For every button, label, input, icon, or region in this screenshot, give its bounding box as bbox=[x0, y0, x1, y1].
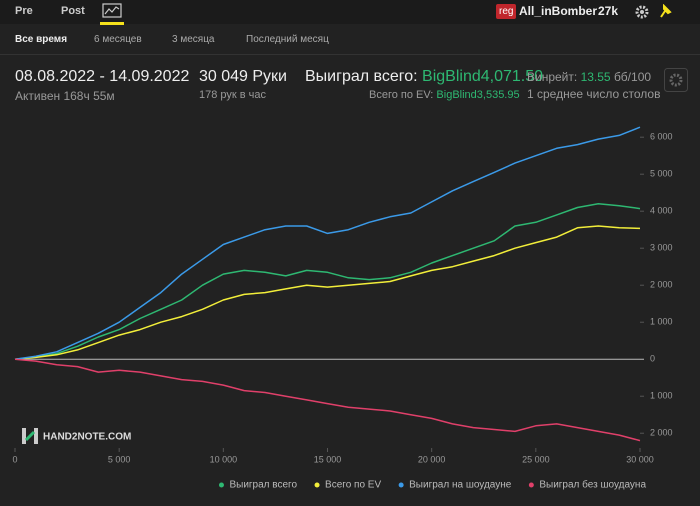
dates: 08.08.2022 - 14.09.2022 bbox=[15, 68, 190, 85]
count: 27k bbox=[598, 4, 619, 18]
tables: 1 среднее число столов bbox=[527, 87, 661, 101]
x-tick-label: 5 000 bbox=[108, 454, 131, 464]
legend-item: Всего по EV bbox=[314, 480, 381, 491]
ev: Всего по EV: BigBlind3,535.95 bbox=[369, 89, 520, 101]
legend-marker bbox=[314, 482, 320, 488]
chart-tab-icon[interactable] bbox=[100, 3, 124, 25]
badge: reg bbox=[496, 4, 517, 19]
x-tick-label: 10 000 bbox=[210, 454, 238, 464]
period-tab[interactable]: 6 месяцев bbox=[94, 34, 142, 45]
x-tick-label: 0 bbox=[12, 454, 17, 464]
x-tick-label: 20 000 bbox=[418, 454, 446, 464]
period-tab[interactable]: Все время bbox=[15, 34, 68, 45]
legend-label: Выиграл без шоудауна bbox=[539, 479, 646, 491]
x-tick-label: 15 000 bbox=[314, 454, 342, 464]
watermark-text: HAND2NOTE.COM bbox=[43, 432, 131, 443]
winrate-unit: бб/100 bbox=[613, 70, 652, 84]
winrate-value: 13.55 bbox=[580, 70, 611, 84]
winrate-label: Винрейт: bbox=[527, 70, 578, 84]
legend-marker bbox=[398, 482, 404, 488]
tab[interactable]: Post bbox=[61, 5, 85, 17]
y-tick-label: 0 bbox=[650, 354, 655, 364]
username: All_inBomber bbox=[519, 4, 598, 18]
period-tab[interactable]: Последний месяц bbox=[246, 34, 329, 45]
y-tick-label: 2 000 bbox=[650, 428, 673, 438]
y-tick-label: 2 000 bbox=[650, 280, 673, 290]
won-value: BigBlind4,071.50 bbox=[422, 68, 544, 85]
y-tick-label: 1 000 bbox=[650, 391, 673, 401]
legend-label: Выиграл на шоудауне bbox=[409, 480, 512, 491]
series-line bbox=[14, 126, 641, 360]
legend-label: Всего по EV bbox=[325, 480, 381, 491]
legend-marker bbox=[528, 482, 534, 488]
ev-label: Всего по EV: bbox=[369, 89, 434, 101]
series-line bbox=[14, 358, 641, 442]
pin-icon[interactable] bbox=[660, 4, 672, 18]
y-tick-label: 3 000 bbox=[650, 243, 673, 253]
series-line bbox=[14, 225, 641, 360]
hands-per-hour: 178 рук в час bbox=[199, 89, 267, 101]
y-tick-label: 5 000 bbox=[650, 169, 673, 179]
x-tick-label: 30 000 bbox=[626, 454, 654, 464]
winrate: Винрейт: 13.55 бб/100 bbox=[527, 70, 651, 84]
active: Активен 168ч 55м bbox=[15, 89, 115, 103]
toolbar-icons bbox=[635, 4, 672, 19]
watermark: HAND2NOTE.COM bbox=[22, 428, 131, 444]
tab[interactable]: Pre bbox=[15, 5, 33, 17]
ev-value: BigBlind3,535.95 bbox=[436, 89, 520, 101]
legend-item: Выиграл на шоудауне bbox=[398, 480, 512, 491]
legend-item: Выиграл всего bbox=[218, 480, 297, 491]
x-tick-label: 25 000 bbox=[522, 454, 550, 464]
hands: 30 049 Руки bbox=[199, 68, 287, 85]
won: Выиграл всего: BigBlind4,071.50 bbox=[305, 68, 543, 86]
period-tab[interactable]: 3 месяца bbox=[172, 34, 215, 45]
legend-label: Выиграл всего bbox=[229, 480, 297, 491]
divider bbox=[0, 54, 700, 55]
won-label: Выиграл всего: bbox=[305, 68, 418, 85]
legend-marker bbox=[218, 482, 224, 488]
y-tick-label: 6 000 bbox=[650, 132, 673, 142]
settings-icon[interactable] bbox=[635, 5, 649, 19]
chart-settings[interactable] bbox=[664, 68, 688, 92]
y-tick-label: 1 000 bbox=[650, 317, 673, 327]
y-tick-label: 4 000 bbox=[650, 206, 673, 216]
series-line bbox=[14, 203, 641, 360]
legend-item: Выиграл без шоудауна bbox=[528, 479, 646, 491]
